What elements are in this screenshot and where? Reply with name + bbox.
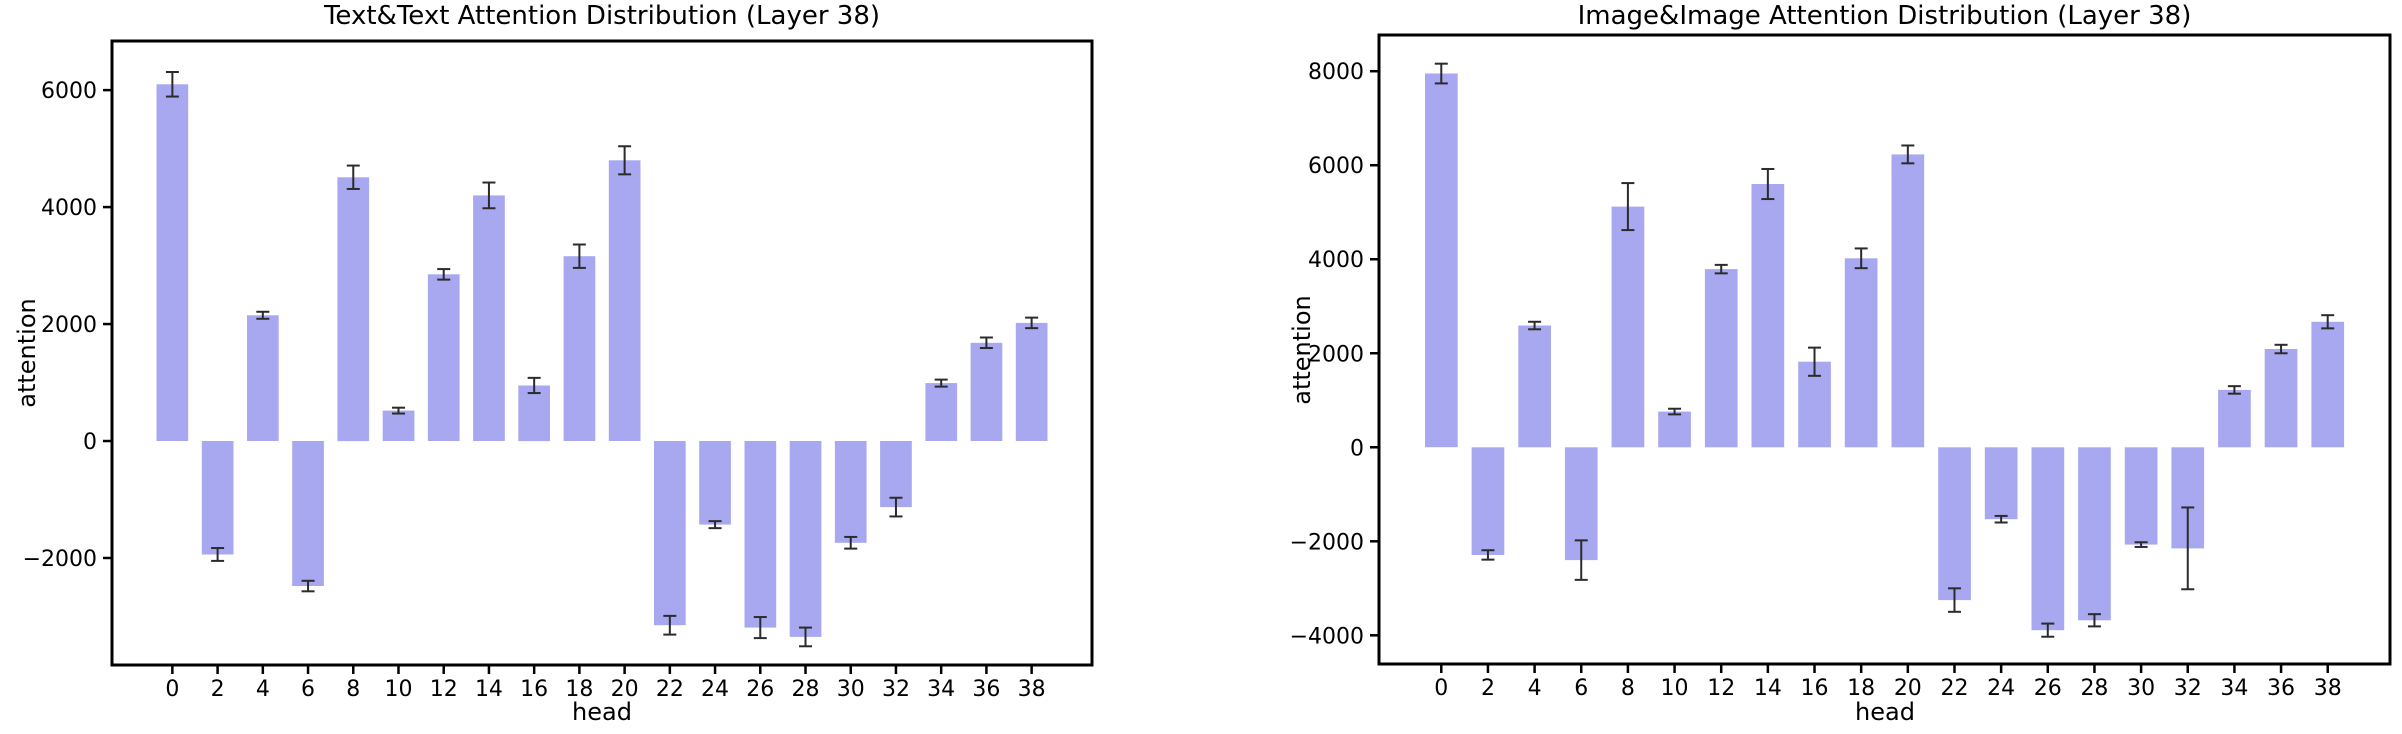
bar-head-18 [563, 256, 596, 441]
bar-head-20 [1891, 154, 1925, 448]
x-tick-label: 28 [2080, 676, 2108, 701]
bar-plot-text-text: 0 2 4 6 8 10 12 14 16 18 20 22 24 26 28 30 32 34 36 3860004… [23, 39, 1094, 702]
bar-head-14 [473, 195, 505, 441]
y-tick-label: 6000 [1308, 154, 1364, 179]
bar-head-26 [744, 441, 777, 628]
bar-head-10 [1658, 411, 1691, 448]
bar-head-8 [1611, 206, 1645, 448]
x-tick-label: 38 [1018, 677, 1046, 702]
bar-head-20 [608, 160, 641, 442]
x-tick-label: 30 [2127, 676, 2155, 701]
x-tick-label: 22 [656, 677, 684, 702]
figure-image-image-attention: Image&Image Attention Distribution (Laye… [1201, 0, 2402, 734]
x-tick-label: 4 [256, 677, 270, 702]
chart-title: Text&Text Attention Distribution (Layer … [323, 1, 881, 31]
x-tick-label: 32 [882, 677, 910, 702]
bar-head-34 [925, 383, 958, 441]
bar-head-4 [1518, 325, 1551, 448]
bar-head-0 [156, 84, 189, 442]
x-tick-label: 6 [301, 677, 315, 702]
y-tick-label: 2000 [41, 313, 97, 338]
bar-head-36 [2264, 349, 2298, 448]
y-tick-label: −4000 [1290, 624, 1364, 649]
bar-head-24 [1984, 447, 2018, 520]
bar-head-16 [518, 385, 550, 442]
y-tick-label: 2000 [1308, 342, 1364, 367]
x-tick-label: 14 [475, 677, 503, 702]
x-tick-label: 12 [430, 677, 458, 702]
x-tick-label: 20 [1894, 676, 1922, 701]
x-tick-label: 2 [211, 677, 225, 702]
x-tick-label: 8 [1621, 676, 1635, 701]
bar-head-36 [970, 342, 1003, 441]
x-tick-label: 34 [927, 677, 955, 702]
bar-head-4 [247, 315, 279, 441]
x-axis-label: head [572, 698, 632, 726]
x-tick-label: 20 [611, 677, 639, 702]
x-tick-label: 2 [1481, 676, 1495, 701]
bar-head-0 [1425, 73, 1458, 448]
bar-head-26 [2031, 447, 2065, 631]
bar-head-22 [654, 441, 686, 626]
bar-head-30 [834, 441, 867, 543]
y-tick-label: −2000 [1290, 530, 1364, 555]
x-tick-label: 12 [1707, 676, 1735, 701]
x-tick-label: 18 [565, 677, 593, 702]
bar-head-2 [1471, 447, 1505, 555]
y-tick-label: 6000 [41, 79, 97, 104]
x-tick-label: 30 [837, 677, 865, 702]
chart-title: Image&Image Attention Distribution (Laye… [1577, 1, 2192, 31]
bar-head-12 [427, 274, 460, 441]
axes-frame [1377, 33, 2392, 666]
bar-head-28 [2078, 447, 2111, 621]
x-tick-label: 28 [792, 677, 820, 702]
x-tick-label: 0 [1434, 676, 1448, 701]
bar-head-6 [292, 441, 324, 586]
x-tick-label: 18 [1847, 676, 1875, 701]
x-tick-label: 4 [1528, 676, 1542, 701]
x-tick-label: 22 [1940, 676, 1968, 701]
x-tick-label: 6 [1574, 676, 1588, 701]
bar-head-14 [1751, 184, 1785, 448]
axes-frame [110, 39, 1094, 667]
x-tick-label: 32 [2174, 676, 2202, 701]
bar-head-8 [337, 177, 370, 442]
bar-head-28 [789, 441, 822, 637]
x-tick-label: 16 [1801, 676, 1829, 701]
figure-text-text-attention: Text&Text Attention Distribution (Layer … [13, 1, 1094, 726]
x-tick-label: 10 [1661, 676, 1689, 701]
x-tick-label: 8 [346, 677, 360, 702]
bar-head-24 [699, 441, 731, 525]
x-tick-label: 14 [1754, 676, 1782, 701]
bar-head-32 [880, 441, 912, 508]
bar-head-22 [1938, 447, 1971, 601]
x-tick-label: 34 [2220, 676, 2248, 701]
x-tick-label: 26 [2034, 676, 2062, 701]
bar-head-10 [382, 410, 415, 441]
y-tick-label: 0 [1350, 436, 1364, 461]
y-tick-label: 0 [83, 430, 97, 455]
y-tick-label: 8000 [1308, 60, 1364, 85]
bar-head-30 [2124, 447, 2158, 545]
bar-head-18 [1844, 258, 1878, 448]
x-tick-label: 10 [384, 677, 412, 702]
x-tick-label: 24 [1987, 676, 2015, 701]
bar-head-2 [201, 441, 234, 555]
bar-head-38 [1015, 322, 1048, 441]
y-tick-label: 4000 [41, 196, 97, 221]
x-tick-label: 36 [972, 677, 1000, 702]
x-tick-label: 36 [2267, 676, 2295, 701]
x-tick-label: 38 [2314, 676, 2342, 701]
x-axis-label: head [1855, 698, 1915, 726]
x-tick-label: 26 [746, 677, 774, 702]
y-tick-label: −2000 [23, 547, 97, 572]
bar-head-34 [2218, 389, 2251, 448]
x-tick-label: 16 [520, 677, 548, 702]
bar-head-38 [2311, 321, 2345, 448]
x-tick-label: 0 [165, 677, 179, 702]
x-tick-label: 24 [701, 677, 729, 702]
y-tick-label: 4000 [1308, 248, 1364, 273]
bar-head-12 [1704, 269, 1738, 448]
bar-plot-image-image: 0 2 4 6 8 10 12 14 16 18 20 22 24 26 28 30 32 34 36 3880006… [1290, 33, 2392, 701]
